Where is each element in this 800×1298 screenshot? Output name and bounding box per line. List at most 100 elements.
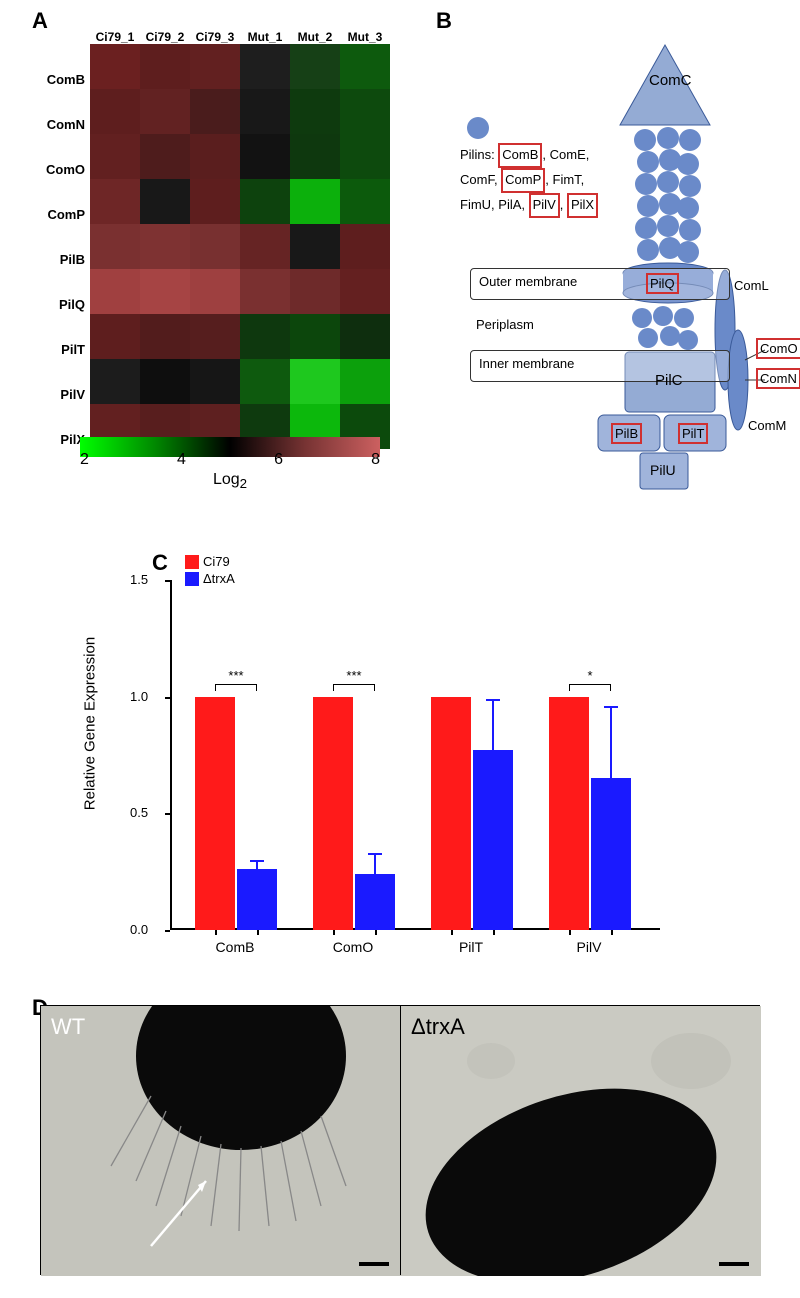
x-tick-label: ComB <box>185 939 285 955</box>
comn-label: ComN <box>756 368 800 389</box>
legend-swatch <box>185 555 199 569</box>
chart-legend: Ci79 ΔtrxA <box>185 554 235 588</box>
heatmap-col: Ci79_2 <box>140 30 190 44</box>
heatmap-column-headers: Ci79_1Ci79_2Ci79_3Mut_1Mut_2Mut_3 <box>90 30 480 44</box>
heatmap-cell <box>90 314 140 359</box>
heatmap-cell <box>90 224 140 269</box>
heatmap-cell <box>240 224 290 269</box>
x-tick-label: PilT <box>421 939 521 955</box>
error-cap <box>604 706 618 708</box>
periplasm-circles <box>632 306 698 350</box>
panel-c-barchart: Ci79ΔtrxA 0.00.51.01.5ComB***ComO***PilT… <box>110 550 670 980</box>
heatmap-cell <box>140 269 190 314</box>
bar-red <box>431 697 471 930</box>
heatmap-cell <box>340 44 390 89</box>
y-tick-label: 1.0 <box>130 689 148 704</box>
micrograph-wt: WT <box>40 1005 400 1275</box>
colorscale-tick: 2 <box>80 451 89 469</box>
heatmap-row: ComP <box>35 193 85 238</box>
micrograph-dtrxa-label: ΔtrxA <box>411 1014 465 1040</box>
legend-item: Ci79 <box>185 554 235 569</box>
heatmap-cell <box>140 224 190 269</box>
heatmap-cell <box>340 314 390 359</box>
bar-red <box>195 697 235 930</box>
colorscale-tick: 8 <box>371 451 380 469</box>
x-tick <box>611 930 613 935</box>
chart-area: Ci79ΔtrxA 0.00.51.01.5ComB***ComO***PilT… <box>170 580 660 930</box>
comm-label: ComM <box>748 418 786 433</box>
significance-bracket <box>215 684 257 685</box>
periplasm-label: Periplasm <box>476 317 534 332</box>
x-tick <box>333 930 335 935</box>
outer-membrane-label: Outer membrane <box>479 274 577 289</box>
y-axis <box>170 580 172 930</box>
colorscale-label: Log2 <box>80 471 380 491</box>
y-tick-mark <box>165 813 170 815</box>
heatmap-col: Mut_1 <box>240 30 290 44</box>
error-bar <box>492 701 494 750</box>
colorscale-tick: 6 <box>274 451 283 469</box>
legend-item: ΔtrxA <box>185 571 235 586</box>
y-tick-mark <box>165 697 170 699</box>
error-bar <box>256 862 258 869</box>
coml-label: ComL <box>734 278 769 293</box>
heatmap-cell <box>340 224 390 269</box>
x-tick <box>215 930 217 935</box>
x-tick <box>257 930 259 935</box>
heatmap-row: PilQ <box>35 283 85 328</box>
heatmap-row-labels: ComBComNComOComPPilBPilQPilTPilVPilX <box>35 58 85 463</box>
heatmap-cell <box>90 179 140 224</box>
heatmap-cell <box>240 179 290 224</box>
bar-red <box>549 697 589 930</box>
heatmap-cell <box>190 359 240 404</box>
heatmap-cell <box>240 359 290 404</box>
legend-label: ΔtrxA <box>203 571 235 586</box>
heatmap-cell <box>190 44 240 89</box>
error-cap <box>368 853 382 855</box>
heatmap-grid <box>90 44 480 449</box>
heatmap-row: ComB <box>35 58 85 103</box>
significance-stars: *** <box>215 668 257 683</box>
heatmap-cell <box>340 134 390 179</box>
heatmap-cell <box>140 44 190 89</box>
significance-stars: * <box>569 668 611 683</box>
x-tick <box>493 930 495 935</box>
heatmap-cell <box>290 179 340 224</box>
heatmap-cell <box>340 269 390 314</box>
panel-a-heatmap: Ci79_1Ci79_2Ci79_3Mut_1Mut_2Mut_3 ComBCo… <box>30 10 420 491</box>
y-axis-label: Relative Gene Expression <box>82 624 99 824</box>
heatmap-cell <box>340 179 390 224</box>
error-cap <box>250 860 264 862</box>
heatmap-cell <box>190 269 240 314</box>
heatmap-cell <box>140 359 190 404</box>
significance-bracket <box>333 684 375 685</box>
heatmap-cell <box>140 134 190 179</box>
x-tick <box>451 930 453 935</box>
panel-d-microscopy: WT ΔtrxA <box>30 1005 770 1285</box>
pilt-label: PilT <box>678 423 708 444</box>
legend-label: Ci79 <box>203 554 230 569</box>
y-tick-mark <box>165 580 170 582</box>
x-tick <box>569 930 571 935</box>
x-tick-label: PilV <box>539 939 639 955</box>
pilb-label: PilB <box>611 423 642 444</box>
y-tick-label: 0.5 <box>130 805 148 820</box>
heatmap-row: PilB <box>35 238 85 283</box>
bar-blue <box>591 778 631 930</box>
outer-membrane-box: Outer membrane <box>470 268 730 300</box>
colorscale-tick: 4 <box>177 451 186 469</box>
pilq-label: PilQ <box>646 273 679 294</box>
heatmap-col: Ci79_3 <box>190 30 240 44</box>
heatmap-cell <box>140 314 190 359</box>
heatmap-row: PilT <box>35 328 85 373</box>
heatmap-cell <box>140 179 190 224</box>
heatmap-cell <box>340 359 390 404</box>
pilu-label: PilU <box>650 462 676 478</box>
error-cap <box>486 699 500 701</box>
heatmap-cell <box>140 89 190 134</box>
heatmap-cell <box>90 134 140 179</box>
pilins-text: Pilins: ComB, ComE,ComF, ComP, FimT,FimU… <box>460 143 625 218</box>
x-tick <box>375 930 377 935</box>
heatmap-row: ComO <box>35 148 85 193</box>
heatmap-cell <box>90 269 140 314</box>
